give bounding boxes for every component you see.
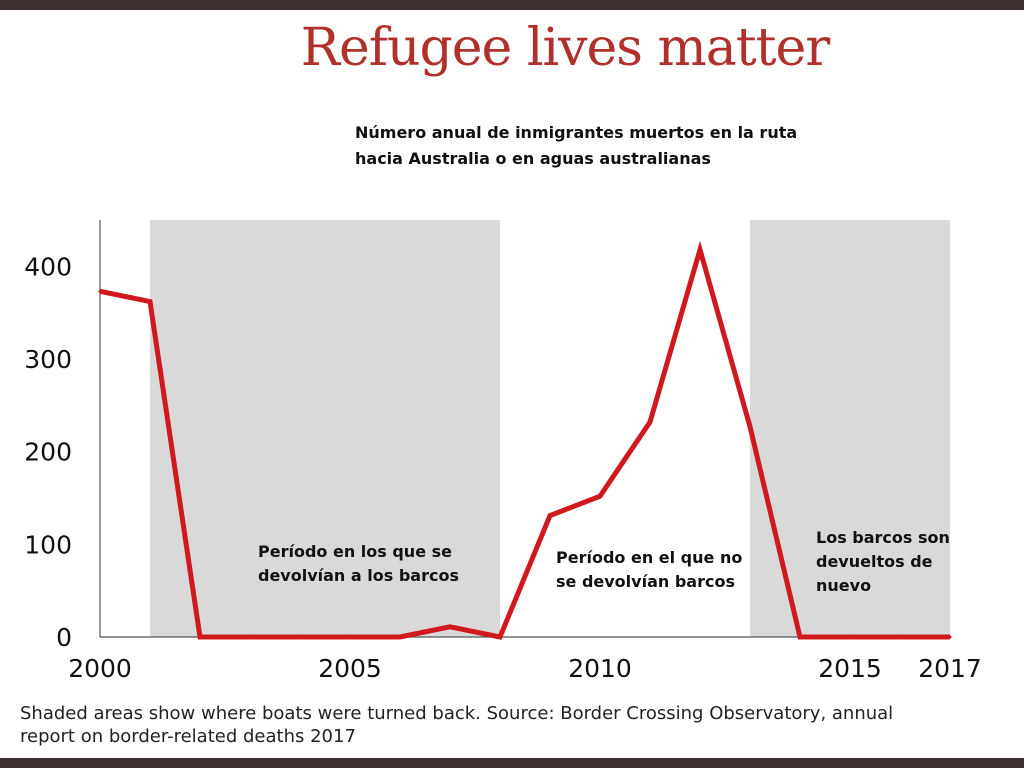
annotation-line: devueltos de [816, 552, 933, 571]
y-tick-label: 200 [24, 438, 72, 467]
data-point [448, 625, 452, 629]
data-point [948, 635, 952, 639]
data-point [298, 635, 302, 639]
data-point [798, 635, 802, 639]
bottom-frame-bar [0, 758, 1024, 768]
data-point [898, 635, 902, 639]
subtitle-line: Número anual de inmigrantes muertos en l… [355, 123, 798, 142]
data-point [98, 289, 102, 293]
chart-title: Refugee lives matter [300, 18, 830, 78]
y-tick-label: 300 [24, 345, 72, 374]
data-point [698, 248, 702, 252]
x-tick-label: 2015 [818, 654, 882, 683]
data-point [848, 635, 852, 639]
annotation-turned-back: Período en los que se devolvían a los ba… [258, 540, 459, 588]
x-tick-label: 2017 [918, 654, 982, 683]
data-point [348, 635, 352, 639]
y-tick-label: 400 [24, 252, 72, 281]
data-point [148, 300, 152, 304]
shaded-period [150, 220, 500, 637]
x-tick-label: 2005 [318, 654, 382, 683]
data-point [598, 494, 602, 498]
annotation-line: nuevo [816, 576, 872, 595]
y-tick-label: 0 [56, 623, 72, 652]
series-line [99, 240, 950, 640]
x-tick-label: 2010 [568, 654, 632, 683]
annotation-line: Período en los que se [258, 542, 452, 561]
annotation-line: Los barcos son [816, 528, 950, 547]
annotation-line: Período en el que no [556, 548, 743, 567]
data-point [398, 635, 402, 639]
data-point [748, 425, 752, 429]
source-caption: Shaded areas show where boats were turne… [20, 702, 1010, 748]
annotation-not-turned-back: Período en el que no se devolvían barcos [556, 546, 742, 594]
data-point [548, 514, 552, 518]
x-tick-label: 2000 [68, 654, 132, 683]
line-chart: 0 100 200 300 400 2000 2005 2010 2015 2017 [24, 220, 982, 683]
chart-subtitle: Número anual de inmigrantes muertos en l… [355, 120, 815, 172]
data-point [248, 635, 252, 639]
top-frame-bar [0, 0, 1024, 10]
annotation-line: devolvían a los barcos [258, 566, 459, 585]
annotation-turned-back-again: Los barcos son devueltos de nuevo [816, 526, 950, 598]
data-point [648, 420, 652, 424]
data-point [498, 635, 502, 639]
caption-line: report on border-related deaths 2017 [20, 726, 356, 747]
y-tick-label: 100 [24, 530, 72, 559]
annotation-line: se devolvían barcos [556, 572, 735, 591]
data-point [198, 635, 202, 639]
subtitle-line: hacia Australia o en aguas australianas [355, 149, 711, 168]
caption-line: Shaded areas show where boats were turne… [20, 703, 894, 724]
